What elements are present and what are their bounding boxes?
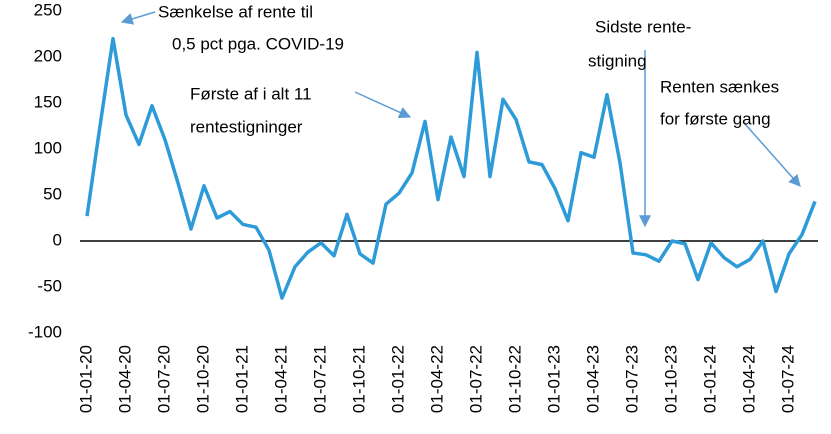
x-tick-label: 01-07-24	[778, 345, 797, 413]
x-tick-label: 01-01-24	[700, 345, 719, 413]
x-tick-label: 01-07-20	[154, 345, 173, 413]
y-tick-label: 200	[34, 46, 62, 65]
x-tick-label: 01-07-22	[466, 345, 485, 413]
data-line	[85, 36, 817, 300]
arrow	[354, 91, 412, 118]
annotation: rentestigninger	[190, 117, 303, 136]
annotation: Første af i alt 11	[190, 84, 312, 103]
y-tick-label: 100	[34, 138, 62, 157]
x-tick-label: 01-10-22	[505, 345, 524, 413]
x-tick-label: 01-07-21	[310, 345, 329, 413]
y-tick-label: -50	[37, 276, 62, 295]
y-tick-label: 250	[34, 0, 62, 19]
annotation: stigning	[588, 51, 647, 70]
x-tick-label: 01-01-21	[232, 345, 251, 413]
x-tick-label: 01-01-20	[76, 345, 95, 413]
x-tick-label: 01-04-22	[427, 345, 446, 413]
x-tick-label: 01-10-23	[661, 345, 680, 413]
x-tick-label: 01-10-20	[193, 345, 212, 413]
annotation: Renten sænkes	[660, 77, 779, 96]
arrow	[744, 123, 801, 187]
annotation: 0,5 pct pga. COVID-19	[172, 34, 344, 53]
x-tick-label: 01-01-23	[544, 345, 563, 413]
x-tick-label: 01-04-23	[583, 345, 602, 413]
x-tick-label: 01-04-24	[739, 345, 758, 413]
y-tick-label: 50	[43, 184, 62, 203]
arrow	[120, 11, 156, 25]
y-tick-label: -100	[28, 322, 62, 341]
annotation: Sidste rente-	[595, 17, 691, 36]
annotation: Sænkelse af rente til	[158, 2, 313, 21]
annotation: for første gang	[660, 109, 771, 128]
x-tick-label: 01-01-22	[388, 345, 407, 413]
x-tick-label: 01-04-21	[271, 345, 290, 413]
annotation-arrows	[120, 11, 801, 228]
y-tick-label: 0	[53, 230, 62, 249]
x-tick-label: 01-07-23	[622, 345, 641, 413]
x-tick-label: 01-04-20	[115, 345, 134, 413]
y-tick-label: 150	[34, 92, 62, 111]
x-tick-label: 01-10-21	[349, 345, 368, 413]
